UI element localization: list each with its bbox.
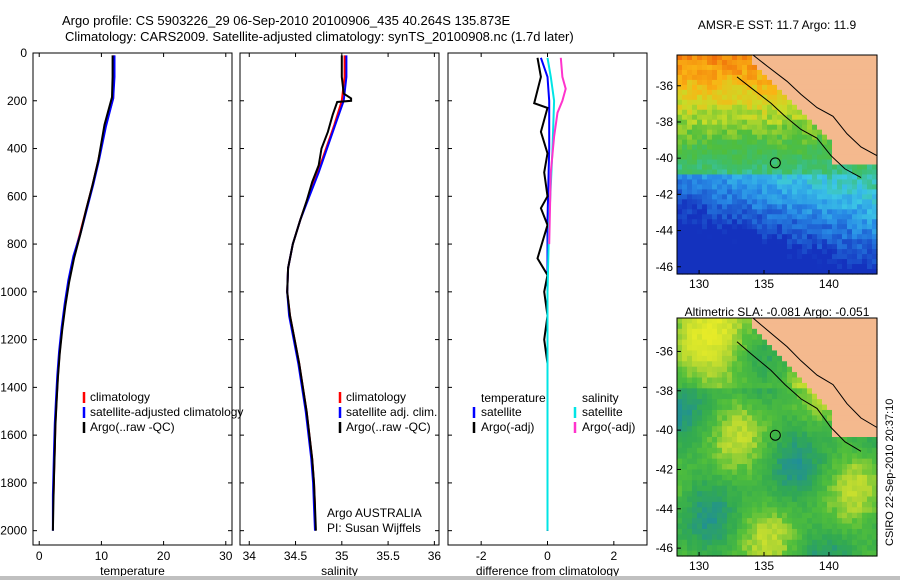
map-y-tick-label: -38 [656, 115, 674, 129]
map-y-tick-label: -40 [656, 151, 674, 165]
annotation-pi: PI: Susan Wijffels [327, 521, 421, 535]
series-line-black [286, 55, 353, 531]
legend-entry: Argo(..raw -QC) [346, 420, 431, 434]
map-y-tick-label: -36 [656, 79, 674, 93]
x-axis-label: salinity [321, 564, 358, 578]
map-x-tick-label: 140 [819, 277, 839, 291]
x-tick-label: 2 [610, 549, 617, 563]
series-line-black [51, 55, 114, 531]
x-tick-label: -2 [476, 549, 487, 563]
map-y-tick-label: -36 [656, 344, 674, 358]
map-y-tick-label: -40 [656, 423, 674, 437]
x-axis-label: difference from climatology [476, 564, 619, 578]
annotation-institution: Argo AUSTRALIA [327, 506, 422, 520]
y-tick-label: 1000 [0, 285, 27, 299]
x-tick-label: 35 [335, 549, 349, 563]
map-x-tick-label: 140 [819, 559, 839, 573]
map-title: AMSR-E SST: 11.7 Argo: 11.9 [698, 18, 857, 32]
legend-entry: climatology [346, 390, 406, 404]
x-tick-label: 10 [95, 549, 109, 563]
y-tick-label: 0 [20, 46, 27, 60]
x-axis-label: temperature [100, 564, 165, 578]
y-tick-label: 1800 [0, 476, 27, 490]
legend-entry: Argo(..raw -QC) [90, 420, 175, 434]
profile-frame [239, 52, 440, 546]
map-y-tick-label: -42 [656, 187, 674, 201]
argo-location-marker [769, 157, 781, 169]
figure-title-line2: Climatology: CARS2009. Satellite-adjuste… [65, 29, 574, 44]
x-tick-label: 35.5 [376, 549, 400, 563]
map-x-tick-label: 130 [689, 277, 709, 291]
legend-entry: Argo(-adj) [582, 420, 635, 434]
y-tick-label: 1400 [0, 380, 27, 394]
legend-group-title: temperature [481, 391, 546, 405]
map-x-tick-label: 130 [689, 559, 709, 573]
shelf-contour [736, 76, 862, 179]
legend-entry: climatology [90, 390, 150, 404]
coastline [752, 54, 878, 157]
profile-frame [32, 52, 233, 546]
footer-stamp: CSIRO 22-Sep-2010 20:37:10 [884, 398, 896, 546]
map-field [677, 55, 878, 275]
x-tick-label: 0 [544, 549, 551, 563]
legend-entry: satellite adj. clim. [346, 405, 437, 419]
shelf-contour [736, 341, 862, 452]
x-tick-label: 20 [157, 549, 171, 563]
x-tick-label: 0 [36, 549, 43, 563]
map-frame [676, 54, 878, 275]
map-field [677, 318, 878, 557]
map-x-tick-label: 135 [754, 277, 774, 291]
bottom-border [0, 576, 900, 580]
figure-title-line1: Argo profile: CS 5903226_29 06-Sep-2010 … [62, 13, 511, 28]
y-tick-label: 200 [7, 94, 27, 108]
map-y-tick-label: -38 [656, 384, 674, 398]
map-y-tick-label: -42 [656, 462, 674, 476]
map-x-tick-label: 135 [754, 559, 774, 573]
x-tick-label: 34 [243, 549, 257, 563]
coastline [752, 317, 878, 428]
series-line-magenta [548, 57, 567, 245]
y-tick-label: 800 [7, 237, 27, 251]
legend-entry: satellite-adjusted climatology [90, 405, 243, 419]
x-tick-label: 30 [219, 549, 233, 563]
legend-entry: Argo(-adj) [481, 420, 534, 434]
map-y-tick-label: -46 [656, 260, 674, 274]
map-y-tick-label: -44 [656, 502, 674, 516]
y-tick-label: 600 [7, 189, 27, 203]
legend-entry: satellite [582, 405, 623, 419]
y-tick-label: 400 [7, 142, 27, 156]
argo-location-marker [769, 429, 781, 441]
map-y-tick-label: -44 [656, 224, 674, 238]
map-title: Altimetric SLA: -0.081 Argo: -0.051 [685, 305, 870, 319]
x-tick-label: 36 [428, 549, 442, 563]
y-tick-label: 1200 [0, 333, 27, 347]
map-frame [676, 317, 878, 557]
x-tick-label: 34.5 [284, 549, 308, 563]
y-tick-label: 2000 [0, 524, 27, 538]
map-y-tick-label: -46 [656, 541, 674, 555]
legend-entry: satellite [481, 405, 522, 419]
y-tick-label: 1600 [0, 428, 27, 442]
legend-group-title: salinity [582, 391, 619, 405]
